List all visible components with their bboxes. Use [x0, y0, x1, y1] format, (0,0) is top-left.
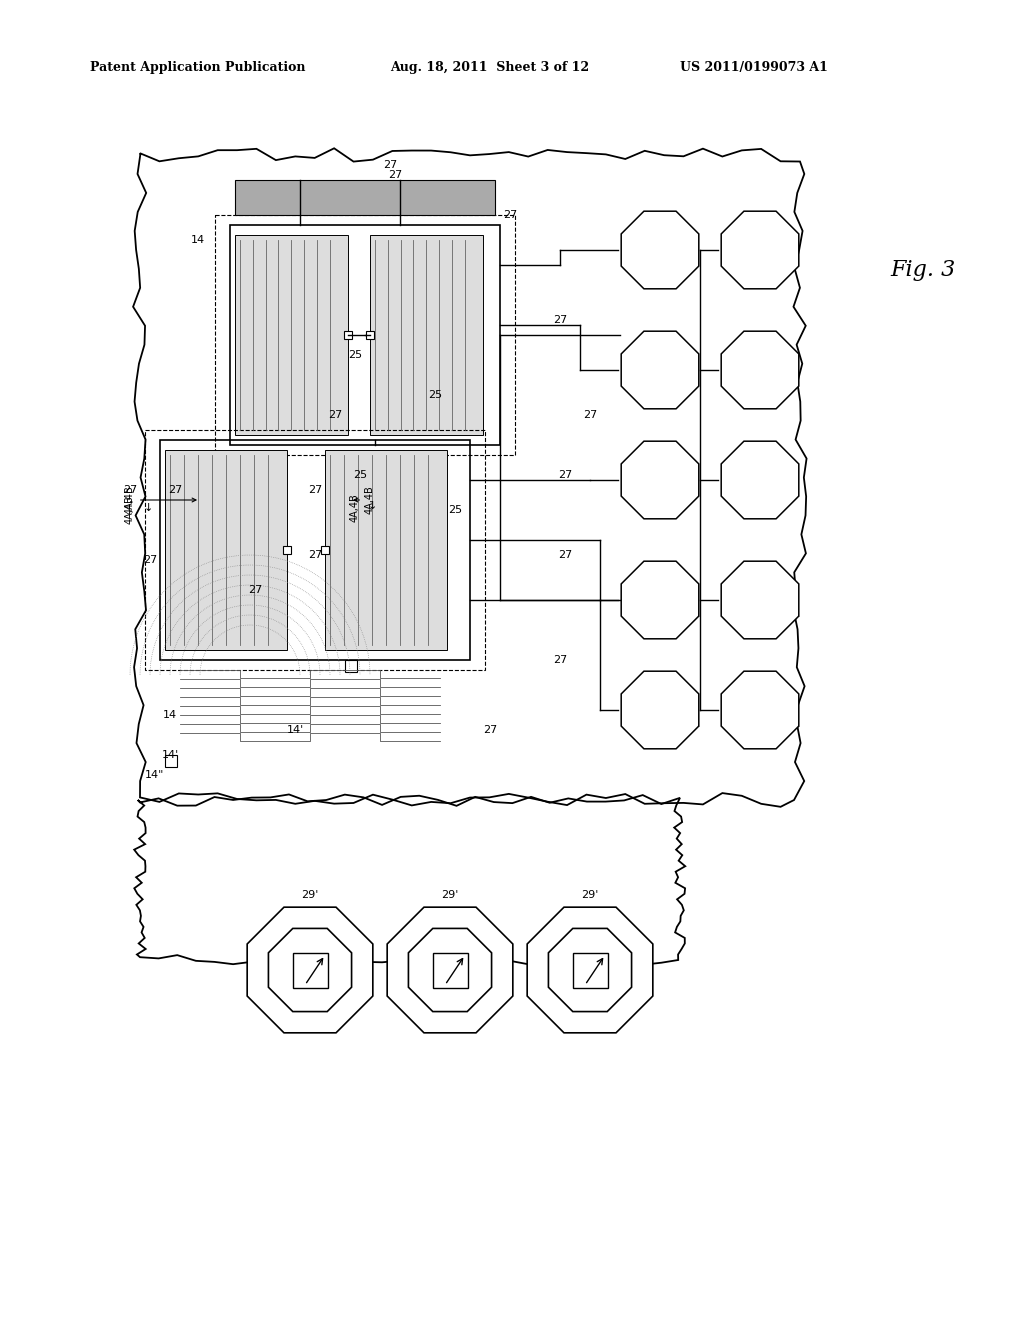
Text: 29': 29' [441, 890, 459, 900]
Text: 25: 25 [348, 350, 362, 360]
Bar [234, 180, 495, 215]
Polygon shape [622, 441, 698, 519]
Text: 27: 27 [583, 411, 597, 420]
Bar [165, 450, 287, 649]
Polygon shape [622, 211, 698, 289]
Bar [345, 660, 357, 672]
Bar [165, 755, 177, 767]
Polygon shape [527, 907, 653, 1032]
Bar [343, 331, 351, 339]
Text: 27: 27 [503, 210, 517, 220]
Text: 27: 27 [553, 315, 567, 325]
Text: 4A,4B: 4A,4B [125, 486, 196, 515]
Bar [321, 546, 329, 554]
Text: 14: 14 [190, 235, 205, 246]
Text: 4A,4B: 4A,4B [350, 494, 360, 523]
Text: 27: 27 [143, 554, 157, 565]
Bar [234, 235, 347, 436]
Text: 4A,4B: 4A,4B [125, 495, 135, 524]
Text: 27: 27 [308, 484, 323, 495]
Text: 27: 27 [123, 484, 137, 495]
Text: 14: 14 [163, 710, 177, 719]
Text: 4A,4B: 4A,4B [354, 486, 375, 515]
Polygon shape [247, 907, 373, 1032]
Bar [370, 235, 482, 436]
Polygon shape [721, 211, 799, 289]
Polygon shape [622, 561, 698, 639]
Text: 27: 27 [558, 470, 572, 480]
Bar [160, 440, 470, 660]
Polygon shape [622, 331, 698, 409]
Text: Patent Application Publication: Patent Application Publication [90, 62, 305, 74]
Text: ↓: ↓ [368, 502, 377, 511]
Text: 25: 25 [353, 470, 367, 480]
Polygon shape [721, 671, 799, 748]
Text: 27: 27 [248, 585, 262, 595]
Text: 27: 27 [388, 170, 402, 180]
Text: Aug. 18, 2011  Sheet 3 of 12: Aug. 18, 2011 Sheet 3 of 12 [390, 62, 589, 74]
Bar [145, 430, 485, 671]
Text: Fig. 3: Fig. 3 [890, 259, 955, 281]
Bar [283, 546, 291, 554]
Text: 14': 14' [162, 750, 178, 760]
Polygon shape [721, 441, 799, 519]
Bar [215, 215, 515, 455]
Text: 27: 27 [553, 655, 567, 665]
Polygon shape [387, 907, 513, 1032]
Text: 25: 25 [428, 389, 442, 400]
Text: 27: 27 [328, 411, 342, 420]
Text: ↓: ↓ [143, 503, 153, 513]
Text: US 2011/0199073 A1: US 2011/0199073 A1 [680, 62, 827, 74]
Text: 27: 27 [558, 550, 572, 560]
Polygon shape [549, 928, 632, 1011]
Text: 29': 29' [582, 890, 599, 900]
Polygon shape [409, 928, 492, 1011]
Polygon shape [721, 561, 799, 639]
Bar [230, 224, 500, 445]
Text: 14": 14" [145, 770, 165, 780]
Polygon shape [622, 671, 698, 748]
Text: 27: 27 [383, 160, 397, 170]
Text: 25: 25 [447, 506, 462, 515]
Text: 27: 27 [308, 550, 323, 560]
Text: 14': 14' [287, 725, 304, 735]
Text: 27: 27 [483, 725, 497, 735]
Bar [366, 331, 374, 339]
Text: 29': 29' [301, 890, 318, 900]
Polygon shape [268, 928, 351, 1011]
Polygon shape [721, 331, 799, 409]
Bar [325, 450, 446, 649]
Text: 27: 27 [168, 484, 182, 495]
